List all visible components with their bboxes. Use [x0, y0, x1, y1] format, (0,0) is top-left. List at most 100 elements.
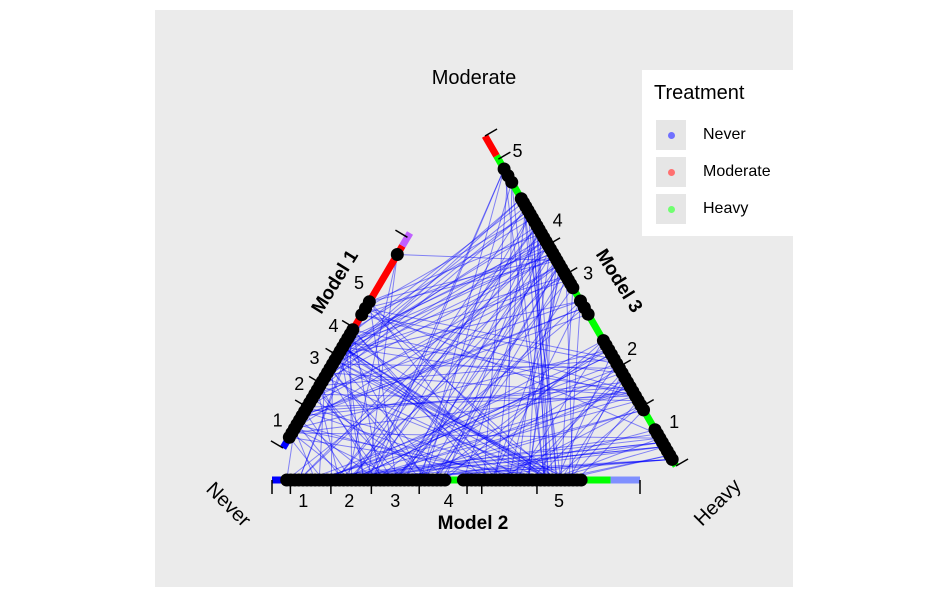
connection-line: [294, 264, 560, 430]
connection-line: [327, 372, 636, 397]
bar-model-3-moderate: [481, 134, 500, 158]
connection-line: [294, 349, 609, 430]
connection-line: [337, 279, 569, 357]
bar-model-1-mixed: [399, 231, 414, 248]
connection-line: [352, 329, 636, 397]
connection-line: [436, 367, 620, 481]
model-3-point: [648, 423, 662, 437]
connection-line: [332, 363, 620, 369]
model-2-point: [574, 473, 588, 487]
connection-line: [310, 390, 633, 481]
tick-label: 4: [444, 491, 454, 511]
connection-line: [306, 363, 617, 481]
legend-swatch-moderate: [668, 169, 675, 176]
model-3-point: [497, 162, 511, 176]
connection-line: [350, 202, 524, 335]
connection-line: [311, 275, 567, 400]
connection-line: [432, 287, 574, 481]
legend-item-moderate: Moderate: [656, 157, 791, 187]
legend-key: [656, 120, 686, 150]
connection-line: [503, 168, 546, 481]
connection-line: [361, 314, 617, 365]
connection-line: [491, 300, 581, 481]
connection-line: [440, 272, 565, 481]
connection-line: [515, 248, 551, 481]
connection-line: [334, 198, 522, 361]
model-3-point: [574, 294, 587, 308]
connection-line: [369, 233, 542, 303]
connection-line: [507, 182, 513, 481]
connection-line: [291, 390, 633, 434]
tick-mark: [341, 319, 355, 329]
connection-line: [395, 264, 560, 481]
connection-line: [345, 240, 547, 344]
connection-line: [301, 381, 628, 417]
connection-line: [314, 393, 639, 402]
tick-mark: [564, 266, 578, 276]
connection-line: [367, 386, 631, 481]
connection-line: [291, 432, 660, 439]
connection-line: [403, 213, 531, 481]
connection-line: [371, 168, 505, 481]
connection-line: [527, 260, 558, 481]
connection-line: [351, 354, 612, 481]
connection-line: [515, 340, 604, 481]
connection-line: [327, 433, 658, 481]
legend-item-never: Never: [656, 120, 791, 150]
tick-label: 2: [627, 339, 637, 359]
connection-line: [462, 237, 545, 481]
connection-line: [339, 229, 540, 352]
connection-line: [467, 429, 656, 481]
tick-label: 2: [344, 491, 354, 511]
connection-line: [397, 254, 558, 262]
connection-line: [532, 218, 550, 481]
connection-line: [416, 229, 540, 481]
vertex-label-top: Moderate: [432, 67, 517, 89]
connection-line: [565, 276, 574, 481]
connection-line: [334, 225, 538, 361]
connection-line: [329, 209, 529, 369]
tick-mark: [270, 440, 284, 449]
tick-mark: [484, 128, 498, 137]
tick-mark: [547, 237, 561, 246]
connection-line: [319, 198, 522, 387]
legend: Treatment Never Moderate Heavy: [642, 70, 793, 236]
connection-line: [329, 237, 544, 369]
connection-line: [365, 307, 658, 435]
connection-line: [365, 213, 531, 309]
connection-line: [337, 300, 581, 357]
legend-swatch-never: [668, 132, 675, 139]
tick-label: 1: [669, 412, 679, 432]
connection-line: [322, 256, 556, 382]
tick-label: 4: [329, 316, 339, 336]
connection-line: [301, 307, 585, 417]
connection-line: [527, 233, 542, 481]
connection-line: [319, 358, 615, 387]
tick-mark: [497, 151, 511, 160]
tick-mark: [325, 347, 338, 357]
legend-swatch-heavy: [668, 206, 675, 213]
connection-line: [365, 307, 615, 360]
tick-mark: [395, 229, 408, 238]
connection-line: [361, 314, 633, 392]
connection-line: [424, 182, 513, 481]
connection-line: [301, 313, 589, 417]
tick-label: 5: [554, 491, 564, 511]
connection-line: [444, 229, 540, 481]
tick-mark: [675, 458, 689, 467]
tick-label: 1: [298, 491, 308, 511]
connection-line: [371, 213, 531, 481]
connection-line: [306, 264, 560, 408]
tick-label: 5: [512, 141, 522, 161]
connection-line: [314, 209, 529, 395]
connection-line: [395, 279, 569, 481]
connection-line: [314, 300, 581, 395]
model-3-point: [596, 334, 610, 348]
tick-label: 5: [354, 273, 364, 293]
axis-title-model-2: Model 2: [438, 513, 509, 534]
connection-line: [319, 372, 623, 481]
model-1-point: [346, 323, 360, 337]
model-1-point: [362, 295, 376, 309]
legend-label-never: Never: [703, 126, 746, 143]
